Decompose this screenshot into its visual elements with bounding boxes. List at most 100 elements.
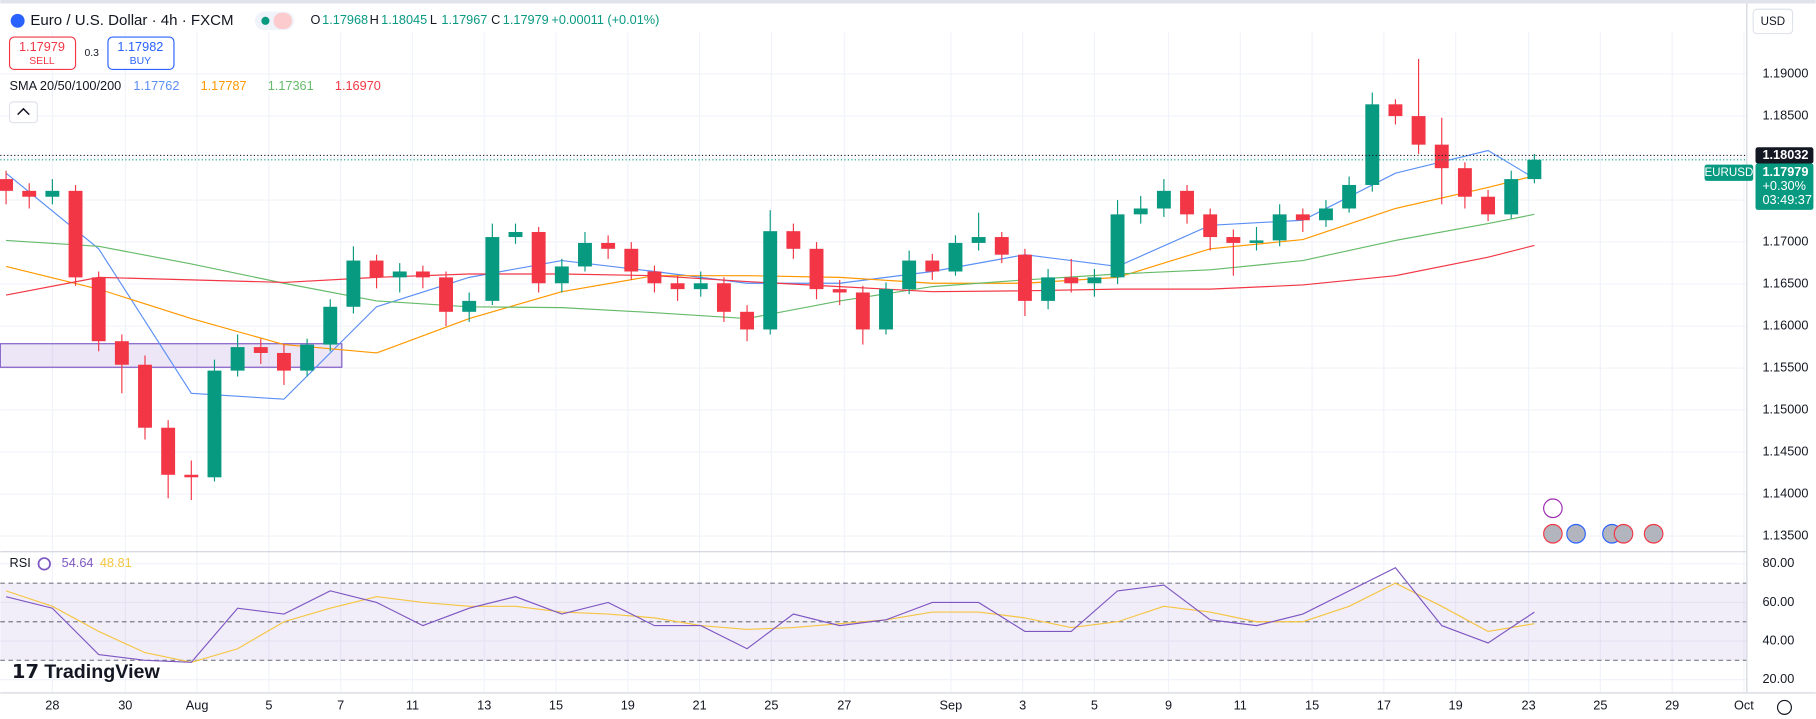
candle-body [1226,237,1241,243]
candle-body [763,231,778,330]
ohlc-value: 1.18045 [381,12,427,27]
candle-body [323,306,338,345]
price-axis-border [1746,3,1748,693]
candle-body [809,248,824,290]
ohlc-value: 1.17967 [441,12,487,27]
y-tick-label: 1.15500 [1762,359,1808,374]
candle-body [1272,214,1287,241]
candle-body [670,283,685,290]
candle-body [91,277,106,342]
candle-body [740,311,755,330]
candle-body [1504,179,1519,215]
candle-body [0,179,14,191]
x-tick-label: 7 [337,698,344,713]
watermark: TradingView [44,661,160,683]
candle-body [1295,214,1310,221]
candle-body [1110,214,1125,278]
y-tick-label: 60.00 [1762,594,1794,609]
candle-body [184,474,199,478]
candle-body [138,364,152,428]
candle-body [230,347,245,371]
candle-body [1411,116,1426,145]
y-tick-label: 80.00 [1762,555,1794,570]
x-tick-label: 11 [1234,698,1247,713]
event-icon[interactable] [1566,523,1586,544]
candle-body [462,300,477,312]
y-tick-label: 1.17000 [1762,233,1808,248]
x-tick-label: 28 [45,698,59,713]
x-tick-label: 13 [477,698,491,713]
legend-value: 1.17787 [201,78,247,93]
settings-icon[interactable] [1776,699,1792,715]
market-open-dot [261,16,270,25]
event-icon[interactable] [1613,523,1634,544]
candle-body [485,237,500,301]
candle-body [508,232,523,238]
labels: Euro / U.S. Dollar · 4h · FXCM 1.17979 S… [8,8,1814,715]
x-tick-label: 15 [1305,698,1319,713]
candle-body [392,271,407,278]
candle-body [601,242,616,249]
collapse-button[interactable] [8,101,38,124]
x-tick-label: 3 [1019,698,1026,713]
countdown: 03:49:37 [1762,192,1812,207]
y-tick-label: 1.14000 [1762,485,1808,500]
legend-value: 54.64 [62,555,94,570]
symbol-icon [10,13,25,28]
ohlc-key: C [491,12,500,27]
rsi-settings-icon[interactable] [37,557,51,571]
candle-body [1434,144,1449,169]
candle-body [1087,277,1102,284]
sell-price: 1.17979 [19,39,65,54]
indicator-label: SMA 20/50/100/200 [10,78,122,93]
x-tick-label: 30 [118,698,132,713]
candle-body [1064,277,1079,284]
candle-body [22,190,37,197]
y-tick-label: 1.16500 [1762,275,1808,290]
candle-body [1180,190,1194,215]
time-axis-border [0,692,1816,694]
candle-body [1457,168,1472,197]
event-icon[interactable] [1643,523,1664,544]
symbol-tag: EURUSD [1704,167,1753,179]
candle-body [45,190,60,197]
candle-body [161,427,176,475]
series-line [5,244,1535,296]
pane-separator [0,551,1747,553]
candle-body [624,248,639,272]
candle-body [1133,208,1148,215]
legend-value: 48.81 [100,555,132,570]
currency-button[interactable] [1752,8,1794,35]
candle-body [415,271,430,278]
ohlc-key: L [430,12,437,27]
candle-body [300,344,315,371]
plot-area [0,58,1747,663]
sell-button[interactable] [8,36,77,71]
buy-label: BUY [130,56,151,67]
logo-mark: 𝟭𝟳 [12,661,39,683]
rsi-title: RSI [10,555,31,570]
x-tick-label: 11 [406,698,419,713]
y-tick-label: 40.00 [1762,632,1794,647]
legend-value: 1.17762 [133,78,179,93]
buy-button[interactable] [107,36,175,71]
event-icon[interactable] [1543,523,1563,544]
candle-body [832,289,847,293]
x-tick-label: 5 [265,698,272,713]
candle-body [1203,214,1218,238]
candle-body [693,283,708,290]
y-tick-label: 1.19000 [1762,65,1808,80]
candle-body [1249,240,1264,243]
symbol-tag-box [1704,164,1754,181]
spread: 0.3 [85,48,100,59]
symbol-title: Euro / U.S. Dollar · 4h · FXCM [30,12,233,29]
event-icon[interactable] [1543,498,1563,519]
candle-body [1017,254,1032,301]
candle-body [1527,159,1542,180]
x-tick-label: 17 [1377,698,1391,713]
y-tick-label: 1.16000 [1762,317,1808,332]
candle-body [786,231,801,249]
candle-body [647,271,662,284]
x-tick-label: 19 [621,698,635,713]
